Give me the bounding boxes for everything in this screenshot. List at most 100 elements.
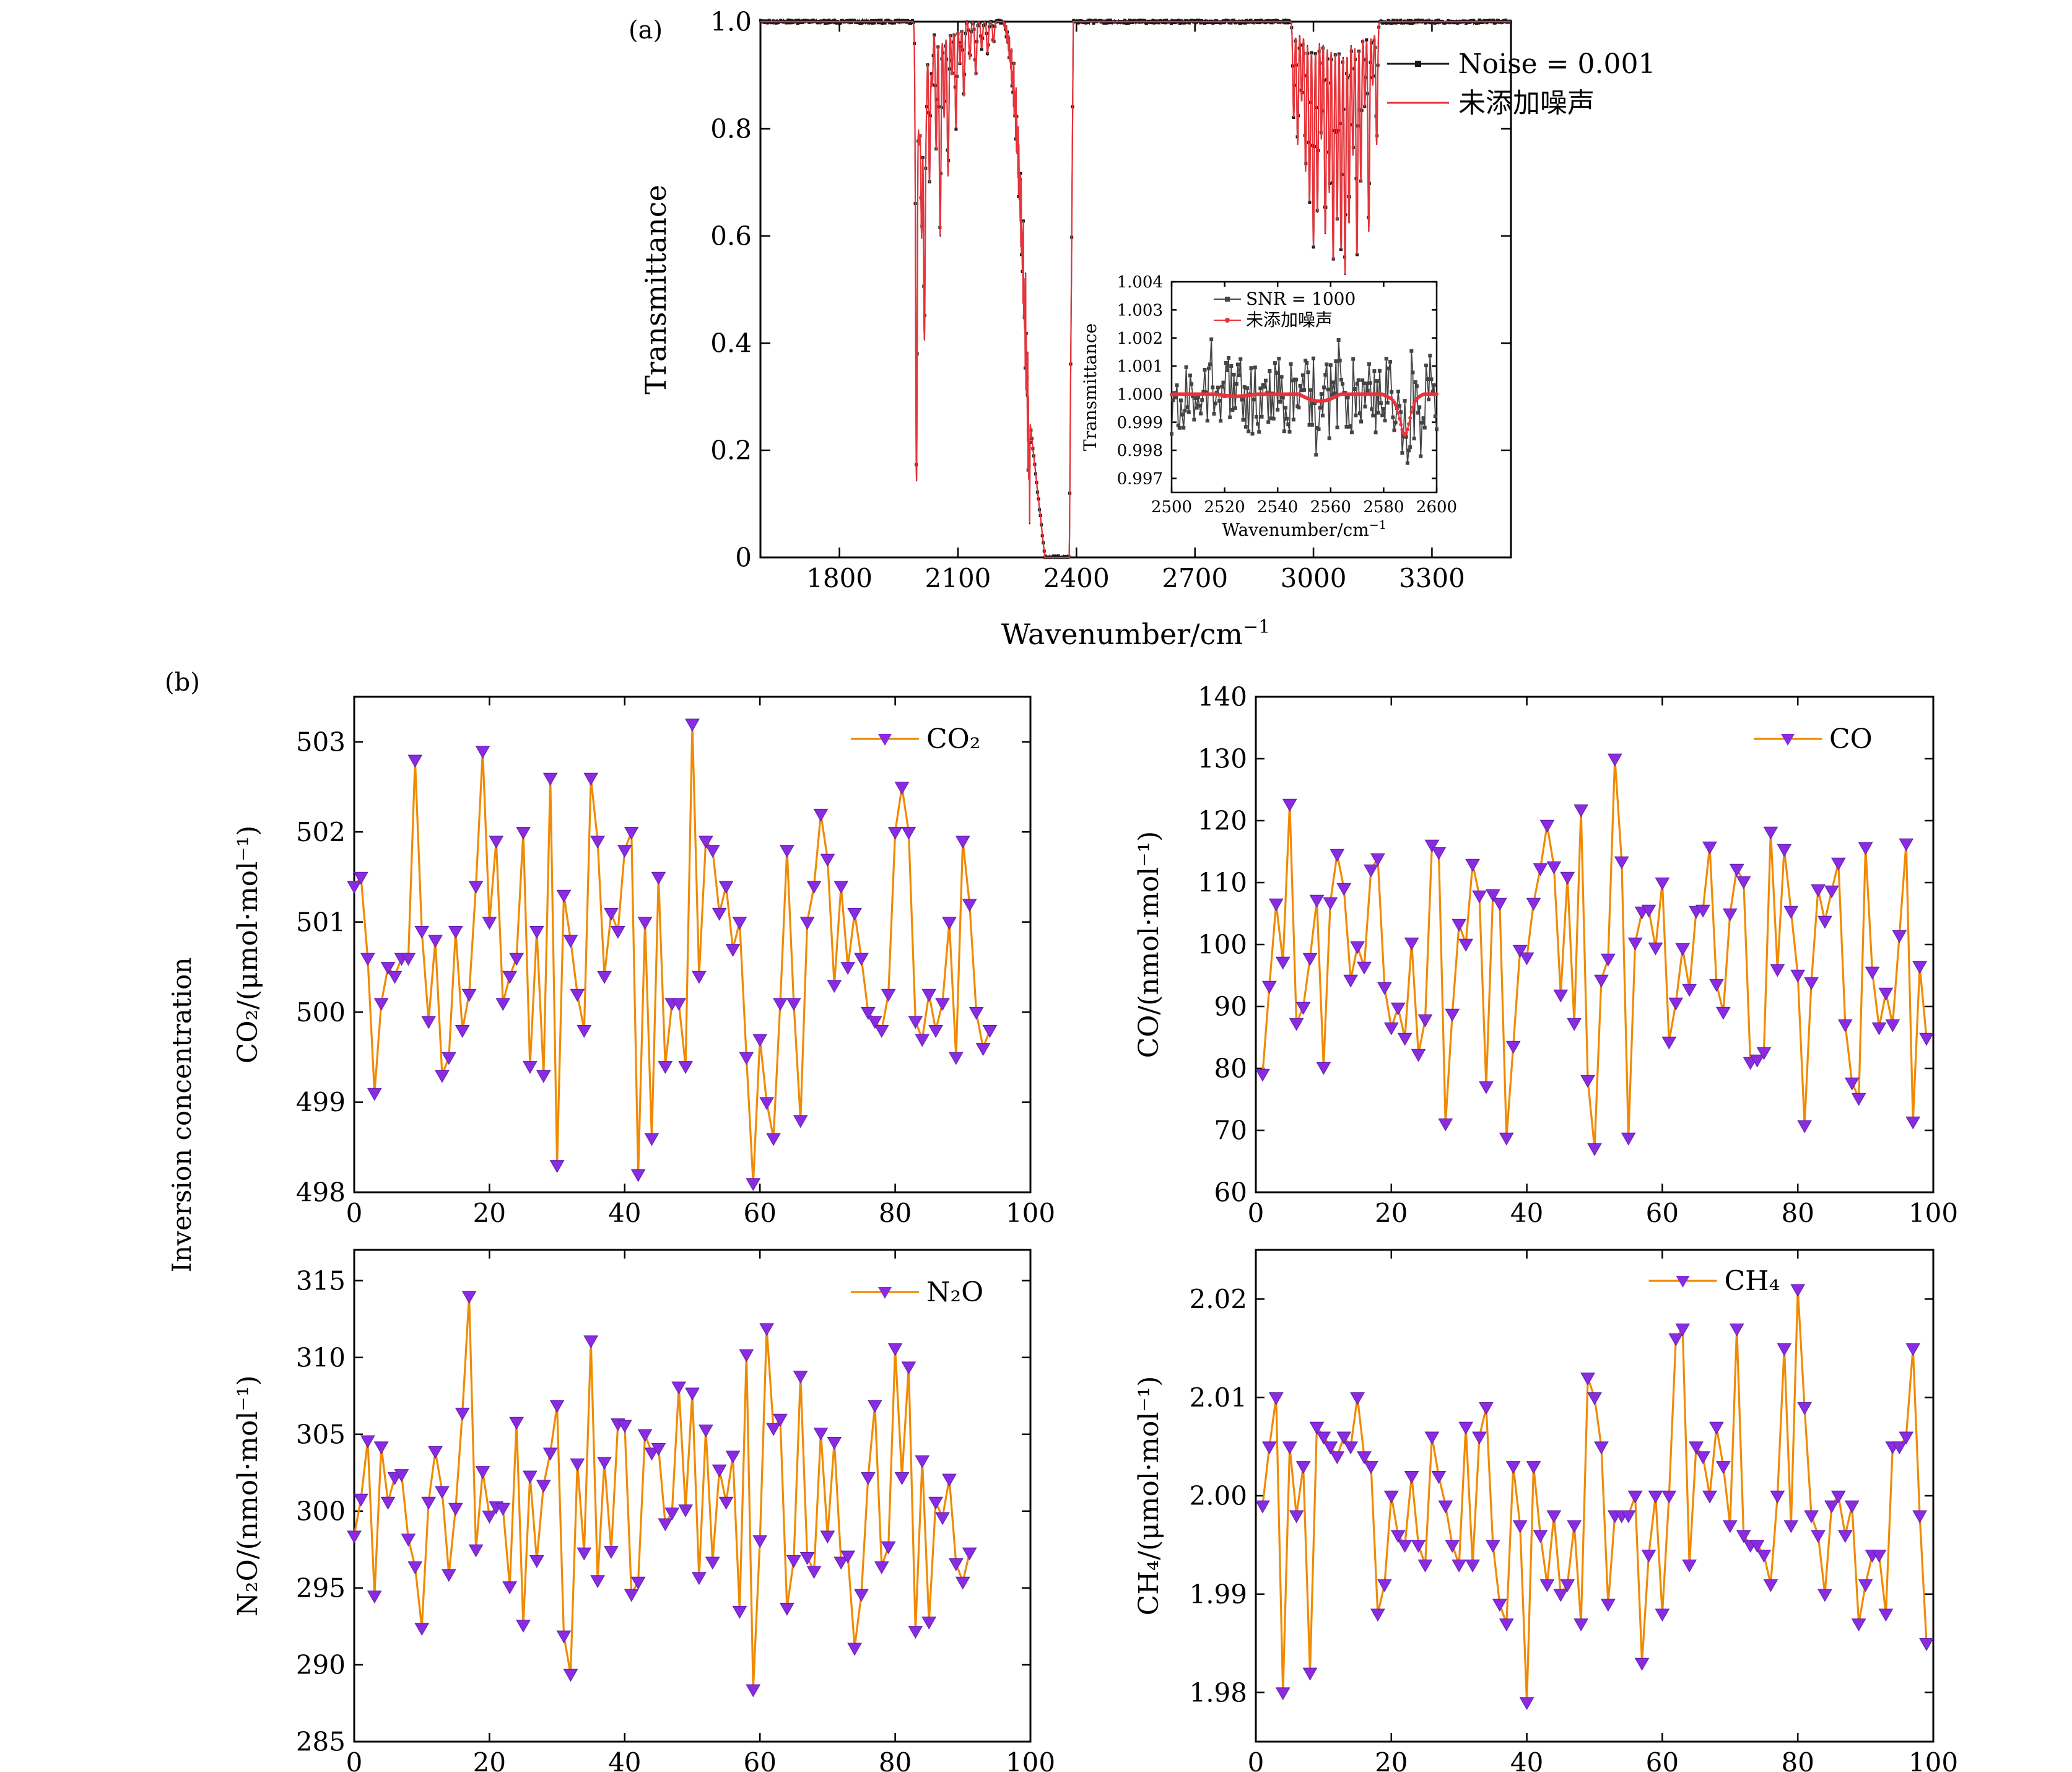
- data-point: [766, 1423, 781, 1436]
- plot-frame: [353, 696, 1032, 1194]
- data-point: [1553, 989, 1569, 1003]
- y-tick-label: 70: [1214, 1115, 1247, 1146]
- data-point: [834, 881, 849, 894]
- data-point: [1560, 871, 1575, 885]
- data-point: [1756, 1550, 1772, 1563]
- spectrum-chart: 1800 2100 2400 2700 3000 3300 0 0.2 0.4 0.6 0.8 1.0…: [639, 7, 1655, 651]
- data-point: [1472, 1431, 1487, 1445]
- data-point: [962, 899, 977, 912]
- data-point: [1601, 953, 1616, 967]
- y-tick-label: 310: [296, 1342, 346, 1373]
- data-point: [516, 1620, 531, 1633]
- data-point: [1661, 1036, 1677, 1050]
- data-point: [1709, 979, 1724, 992]
- data-point: [928, 1496, 943, 1510]
- data-point: [570, 1458, 585, 1472]
- data-point: [1790, 1284, 1806, 1298]
- data-point: [1350, 941, 1365, 954]
- legend-clean-label: 未添加噪声: [1458, 87, 1595, 119]
- data-point: [1594, 974, 1609, 988]
- data-point: [1722, 1520, 1738, 1534]
- data-point: [604, 907, 619, 921]
- data-point: [1689, 1441, 1704, 1455]
- legend-noise-marker: [1415, 61, 1421, 67]
- data-point: [915, 1034, 930, 1047]
- y-tick-label: 0.8: [710, 114, 752, 144]
- y-tick-label: 501: [296, 907, 346, 937]
- data-point: [414, 1623, 430, 1636]
- data-point: [435, 1070, 450, 1083]
- x-tick-label: 0: [1248, 1198, 1265, 1228]
- data-point: [1438, 1118, 1453, 1132]
- data-point: [516, 826, 531, 840]
- data-point: [1445, 1008, 1460, 1022]
- x-tick-label: 0: [1248, 1747, 1265, 1772]
- data-point: [1736, 1530, 1751, 1543]
- x-tick-label: 20: [1375, 1747, 1408, 1772]
- data-point: [921, 1617, 937, 1630]
- data-point: [1682, 984, 1697, 997]
- data-point: [908, 1626, 923, 1639]
- data-point: [1621, 1510, 1636, 1524]
- data-point: [1404, 1471, 1419, 1484]
- data-point: [509, 953, 524, 966]
- data-point: [1580, 1373, 1595, 1386]
- data-point: [651, 1442, 666, 1456]
- y-tick-label: 500: [296, 997, 346, 1028]
- data-point: [1777, 844, 1792, 857]
- data-point: [1282, 1441, 1297, 1455]
- data-point: [1330, 1451, 1345, 1465]
- data-point: [1817, 1589, 1832, 1602]
- y-tick-label: 1.004: [1117, 273, 1163, 292]
- data-point: [1316, 1431, 1331, 1445]
- legend-marker: [878, 734, 892, 746]
- data-point: [1736, 876, 1751, 889]
- y-tick-label: 300: [296, 1496, 346, 1527]
- data-point: [414, 925, 430, 939]
- data-point: [590, 836, 605, 849]
- x-tick-label: 40: [1510, 1198, 1543, 1228]
- series-line: [353, 723, 991, 1184]
- data-point: [962, 1547, 977, 1561]
- data-point: [1390, 1530, 1406, 1543]
- data-point: [604, 1546, 619, 1559]
- data-point: [1397, 1540, 1413, 1553]
- data-point: [1574, 804, 1588, 818]
- data-point: [685, 718, 700, 732]
- data-point: [461, 1291, 477, 1304]
- data-point: [475, 746, 490, 759]
- data-point: [1668, 1333, 1684, 1346]
- data-point: [637, 917, 653, 930]
- y-tick-label: 130: [1198, 744, 1247, 774]
- data-point: [1411, 1540, 1426, 1553]
- data-point: [847, 1643, 862, 1656]
- y-tick-label: 0.4: [710, 328, 752, 359]
- data-point: [1546, 1510, 1562, 1524]
- data-point: [806, 1566, 822, 1579]
- data-point: [887, 826, 903, 840]
- data-point: [1458, 1421, 1474, 1435]
- series-clean-line: [760, 20, 1511, 559]
- data-point: [773, 998, 788, 1011]
- inset-legend-noise-label: SNR = 1000: [1246, 289, 1356, 309]
- data-point: [1262, 980, 1277, 994]
- data-point: [1851, 1618, 1866, 1631]
- data-point: [1533, 1530, 1548, 1543]
- data-point: [583, 772, 599, 786]
- data-point: [1715, 1461, 1731, 1474]
- data-point: [1837, 1530, 1853, 1543]
- data-point: [448, 1503, 463, 1516]
- data-point: [1309, 894, 1325, 908]
- data-point: [1783, 1520, 1799, 1534]
- data-point: [955, 836, 970, 849]
- data-point: [1899, 838, 1914, 852]
- data-point: [442, 1052, 456, 1065]
- data-point: [1452, 1559, 1467, 1573]
- data-point: [1634, 1657, 1650, 1671]
- data-point: [915, 1455, 930, 1469]
- data-point: [1567, 1520, 1582, 1534]
- data-point: [1255, 1500, 1270, 1514]
- co2-chart: 0 20 40 60 80 100 498 499 500 501 502 503 CO₂/(μmol·…: [232, 696, 1055, 1228]
- data-point: [360, 953, 375, 966]
- data-point: [1851, 1093, 1866, 1106]
